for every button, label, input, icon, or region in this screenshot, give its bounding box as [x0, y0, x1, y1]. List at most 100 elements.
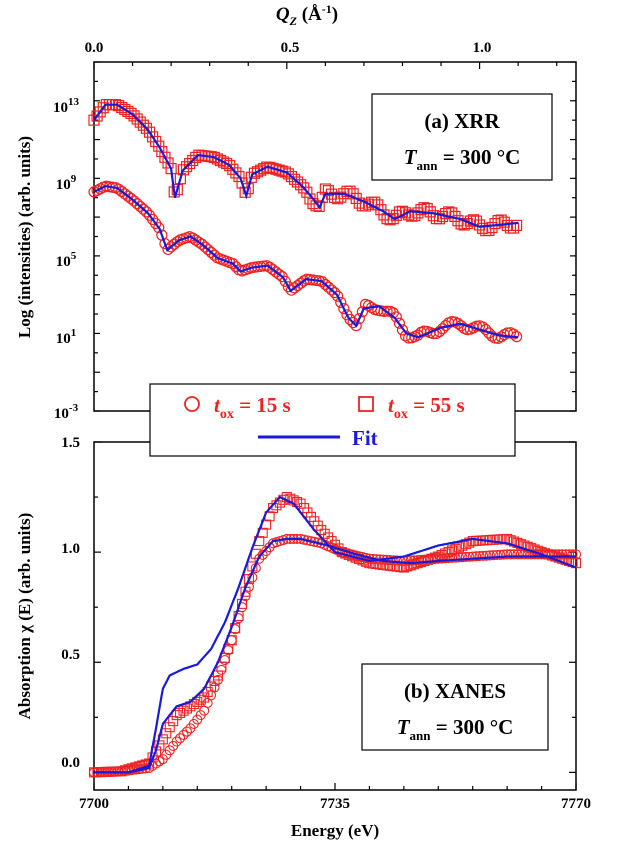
data-point-square: [453, 542, 464, 553]
data-point-square: [477, 222, 489, 234]
data-point-square: [329, 191, 341, 204]
data-point-square: [399, 207, 412, 219]
data-point-circle: [216, 664, 227, 676]
data-point-square: [88, 114, 100, 126]
data-point-square: [440, 207, 452, 220]
data-point-square: [217, 156, 230, 168]
data-point-square: [526, 543, 537, 554]
data-point-square: [295, 179, 307, 191]
data-point-circle: [390, 311, 402, 323]
data-point-circle: [393, 317, 405, 329]
data-point-square: [97, 102, 109, 114]
data-point-square: [177, 164, 190, 176]
data-point-circle: [501, 327, 513, 339]
data-point-square: [427, 210, 439, 222]
data-point-circle: [140, 206, 153, 218]
data-point-circle: [153, 222, 165, 234]
data-point-circle: [486, 330, 498, 342]
data-point-square: [316, 525, 327, 536]
data-point-circle: [154, 756, 165, 767]
y-tick-label: 1013: [53, 96, 80, 116]
data-point-square: [486, 221, 498, 234]
top-tick-label: 1.0: [473, 40, 492, 56]
data-point-square: [426, 553, 437, 564]
x-tick-label: 7735: [320, 796, 350, 812]
x-tick-label: 7700: [79, 796, 109, 812]
data-point-circle: [396, 324, 409, 336]
data-point-square: [131, 113, 143, 125]
legend-circle-marker: [184, 396, 200, 412]
data-point-circle: [464, 551, 475, 562]
data-point-circle: [159, 238, 171, 250]
data-point-square: [140, 122, 153, 134]
data-point-square: [353, 197, 365, 209]
data-point-circle: [457, 552, 468, 563]
data-point-square: [233, 170, 245, 183]
data-point-square: [319, 528, 330, 539]
y-tick-label: 101: [56, 327, 77, 347]
data-point-square: [440, 548, 451, 559]
panel-b-box-temp: Tann = 300 °C: [397, 715, 514, 743]
data-point-square: [301, 186, 313, 198]
data-point-square: [447, 545, 458, 556]
data-point-square: [233, 610, 244, 622]
data-point-circle: [512, 549, 523, 560]
data-point-square: [161, 728, 172, 739]
data-point-square: [298, 182, 310, 194]
data-point-square: [199, 692, 210, 703]
data-point-circle: [467, 551, 478, 562]
panel-b-box-title: (b) XANES: [404, 679, 506, 703]
panel-b-annotation: (b) XANES Tann = 300 °C: [361, 663, 549, 751]
data-point-square: [224, 160, 236, 172]
data-point-square: [171, 183, 183, 196]
data-point-square: [134, 116, 146, 128]
data-point-square: [180, 161, 193, 173]
fit-line-15s: [93, 184, 519, 339]
data-point-square: [227, 163, 239, 175]
data-point-square: [116, 766, 127, 777]
data-point-square: [119, 765, 131, 776]
data-point-square: [162, 157, 174, 169]
panel-b-xlabel: Energy (eV): [291, 821, 379, 840]
y-tick-label: 0.5: [61, 647, 80, 663]
top-tick-label: 0.5: [281, 40, 300, 56]
legend-circle-label: tox = 15 s: [214, 393, 291, 422]
data-point-square: [529, 544, 540, 555]
data-point-circle: [181, 726, 193, 737]
fit-line-15s: [94, 537, 576, 774]
data-point-circle: [279, 275, 291, 287]
data-point-circle: [381, 305, 393, 317]
data-point-circle: [273, 268, 285, 280]
data-point-square: [123, 764, 134, 775]
data-point-square: [436, 549, 447, 561]
data-point-circle: [474, 551, 485, 562]
chart-marks: [88, 61, 582, 790]
legend: tox = 15 s tox = 55 s Fit: [149, 383, 516, 457]
data-point-square: [570, 558, 582, 569]
data-point-square: [243, 574, 254, 585]
data-point-square: [137, 119, 149, 131]
data-point-circle: [353, 313, 365, 325]
data-point-circle: [350, 320, 362, 332]
data-point-circle: [208, 249, 220, 261]
data-point-square: [273, 164, 285, 176]
data-point-circle: [171, 736, 182, 747]
data-point-square: [202, 686, 213, 698]
data-point-circle: [335, 296, 347, 309]
data-point-circle: [477, 321, 489, 333]
fit-line-55s: [93, 103, 519, 228]
data-point-circle: [190, 234, 202, 246]
data-point-square: [329, 539, 341, 550]
data-point-square: [119, 103, 131, 116]
data-point-circle: [338, 303, 350, 315]
data-point-circle: [477, 550, 489, 561]
data-point-square: [126, 763, 137, 774]
data-point-square: [267, 162, 279, 174]
data-point-circle: [471, 551, 482, 562]
panel-b-ylabel: Absorption χ (E) (arb. units): [15, 513, 34, 720]
data-point-circle: [325, 284, 338, 296]
data-point-square: [94, 106, 106, 118]
panel-a-box-title: (a) XRR: [424, 109, 500, 133]
top-axis-label-sub: Z: [289, 14, 298, 28]
legend-fit-label: Fit: [352, 426, 378, 450]
